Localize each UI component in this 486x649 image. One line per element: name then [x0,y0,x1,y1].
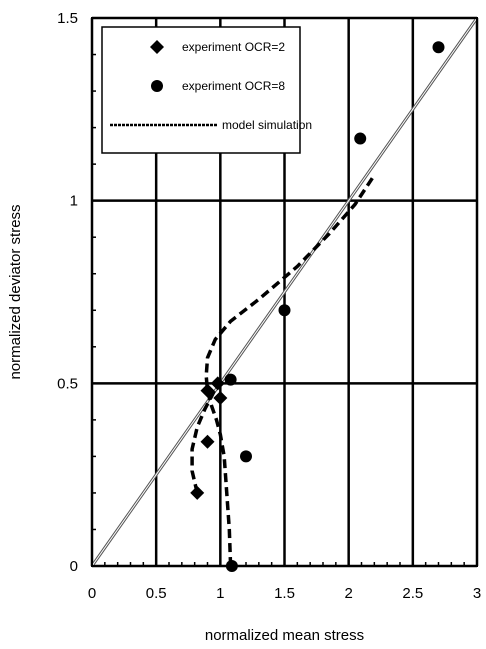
legend-box [101,26,301,154]
x-tick-label: 0.5 [146,585,167,602]
point-ocr8 [354,132,367,145]
point-ocr2 [200,434,215,449]
axis-ticks: 0 0.5 1 1.5 2 2.5 3 0 0.5 1 1.5 [57,10,481,602]
point-ocr8 [240,450,252,463]
y-tick-label: 1 [70,193,78,210]
x-tick-label: 3 [473,585,481,602]
point-ocr2 [213,390,228,405]
y-tick-label: 1.5 [57,10,78,27]
x-axis-title: normalized mean stress [205,627,364,644]
legend-label: model simulation [222,118,312,132]
y-tick-label: 0.5 [57,375,78,392]
legend-label: experiment OCR=2 [182,40,285,54]
data-points [190,41,445,572]
x-tick-label: 2 [344,585,352,602]
reference-line-inner [91,17,478,567]
reference-line-layer [90,17,479,567]
model-simulation-curve [204,174,376,567]
legend-marker-circle [151,80,163,92]
point-ocr8 [224,373,237,386]
legend-label: experiment OCR=8 [182,79,285,93]
x-tick-label: 1 [216,585,224,602]
point-ocr2 [200,383,215,398]
model-simulation-layer [190,174,376,567]
model-simulation-curve [190,382,220,494]
point-ocr2 [190,485,205,500]
legend: experiment OCR=2 experiment OCR=8 model si… [101,26,312,154]
y-axis-title: normalized deviator stress [7,204,24,379]
point-ocr8 [278,304,291,317]
x-tick-label: 0 [88,585,96,602]
point-ocr2 [210,376,225,391]
x-tick-label: 1.5 [274,585,295,602]
x-tick-label: 2.5 [402,585,423,602]
point-ocr8 [432,41,445,54]
y-tick-label: 0 [70,558,78,575]
legend-marker-diamond [150,40,164,54]
